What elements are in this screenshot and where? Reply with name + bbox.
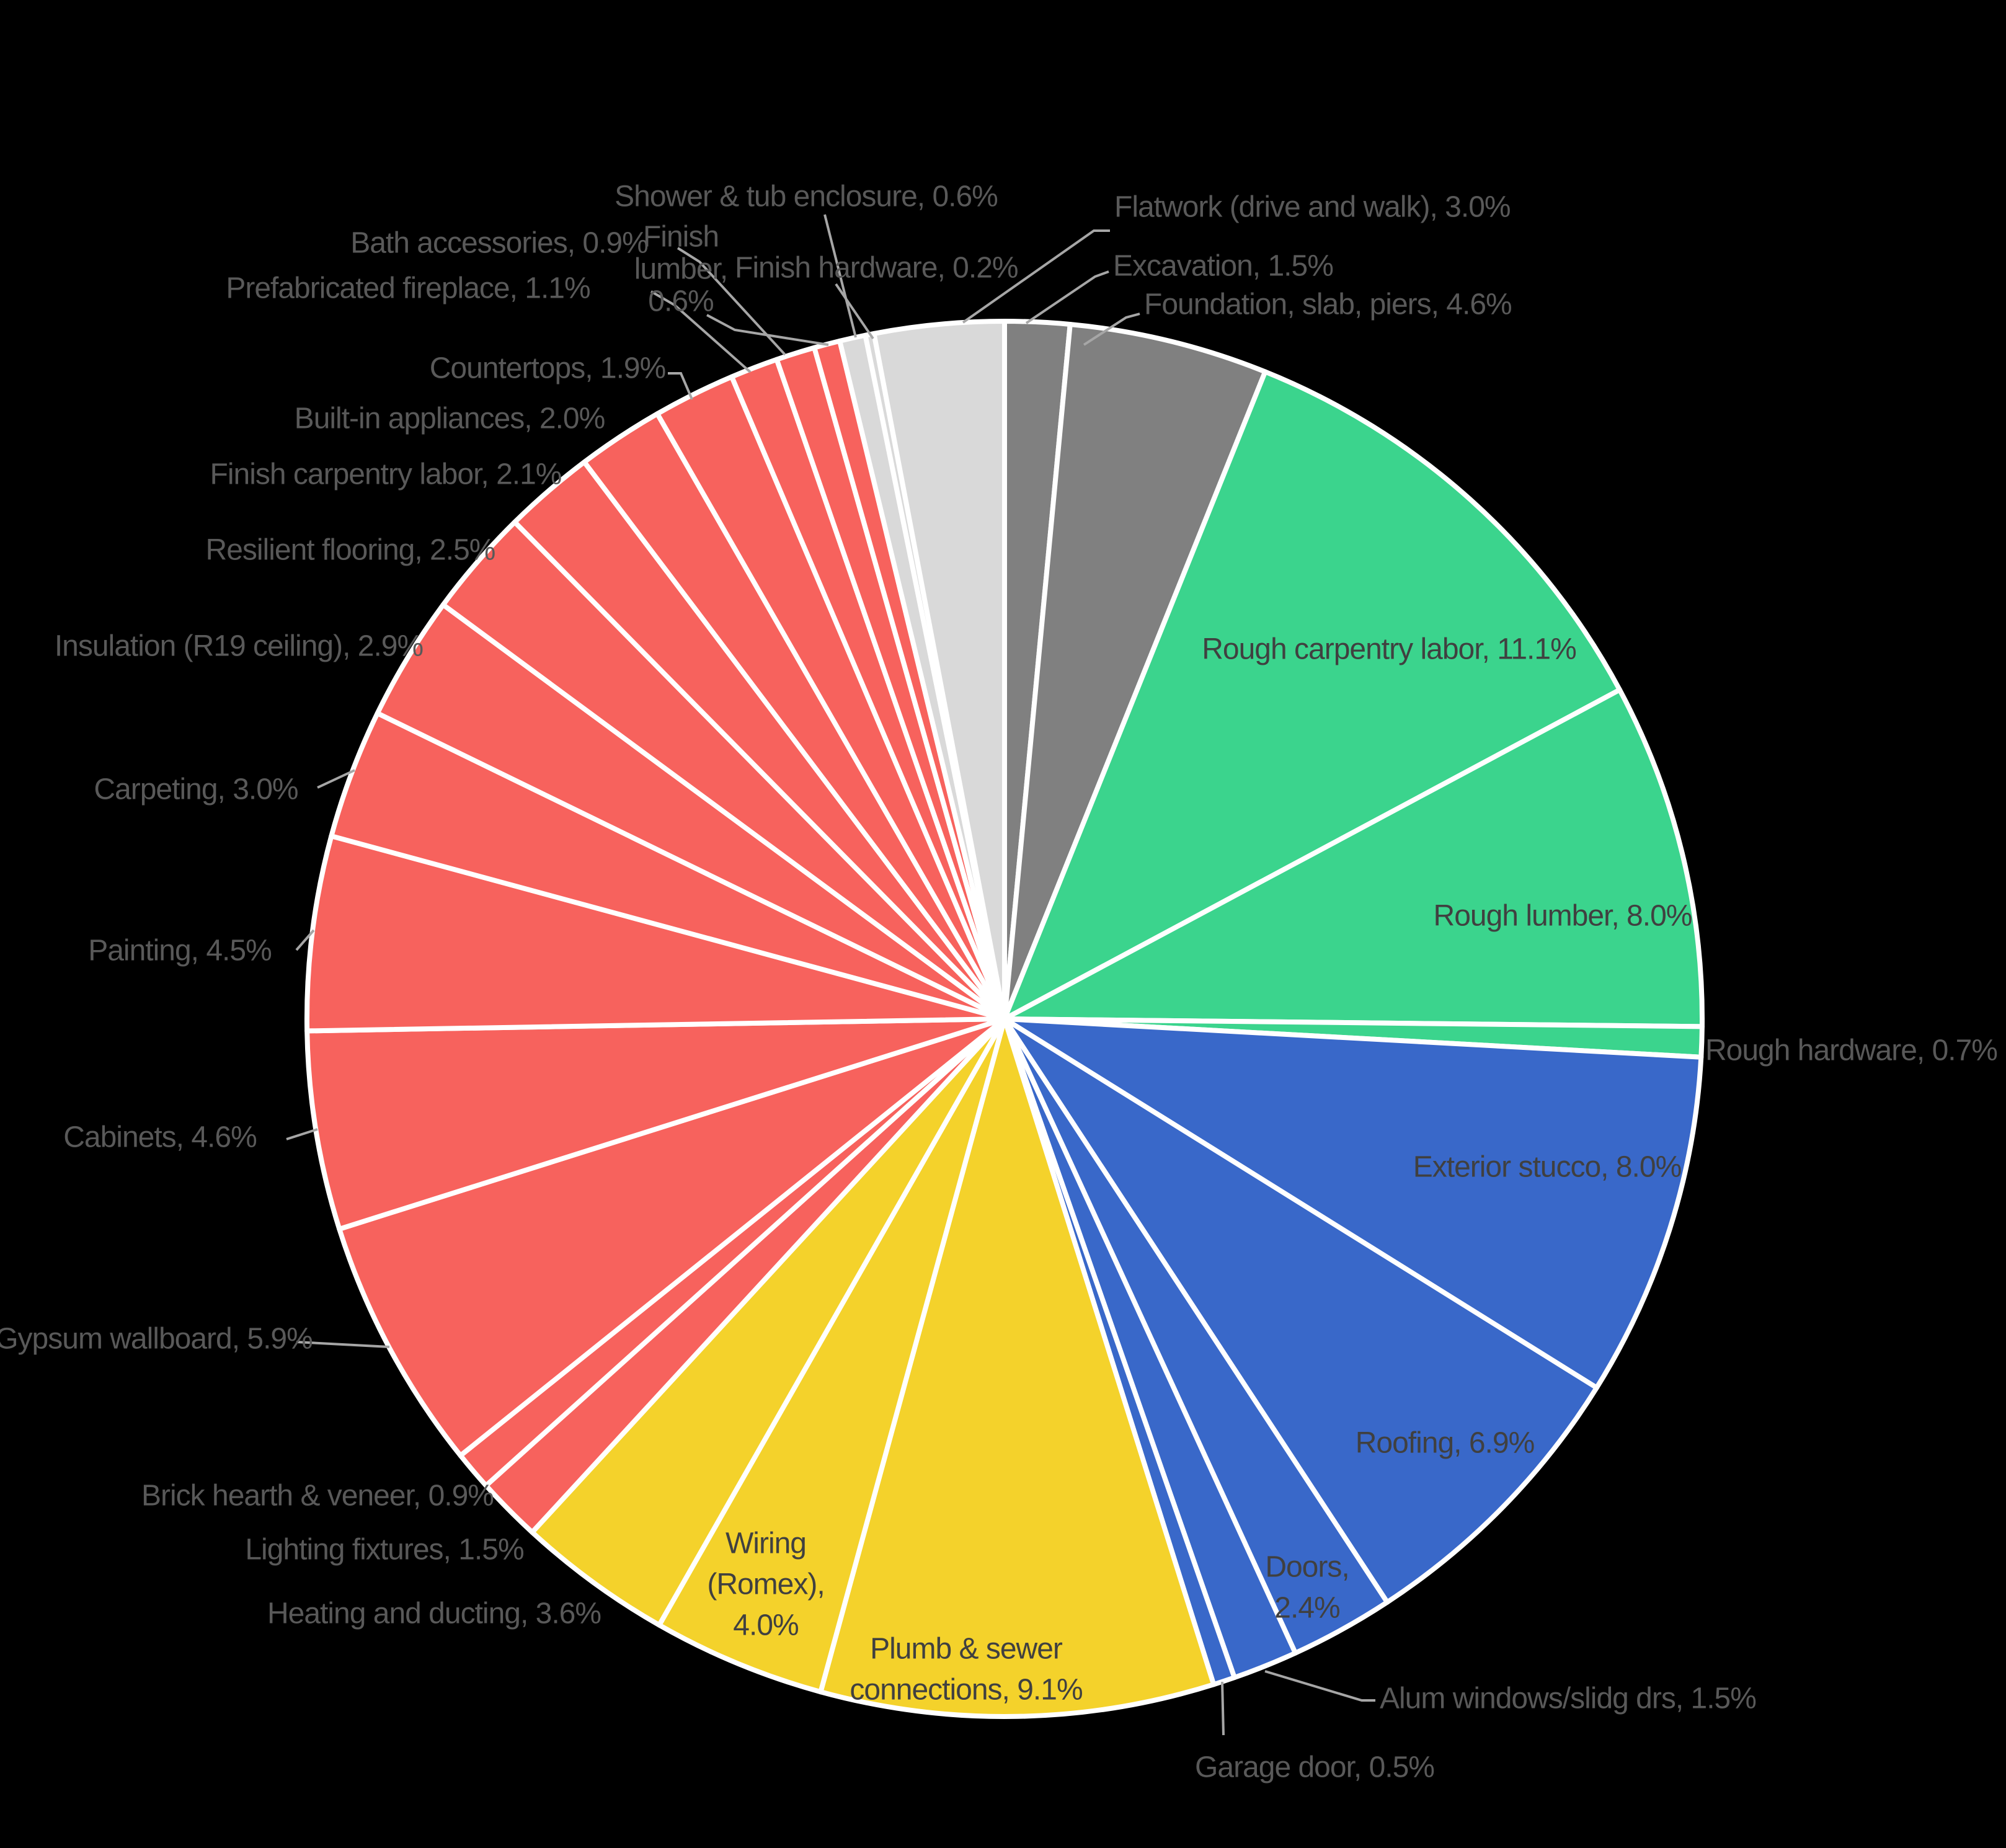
slice-label-rough-lumber: Rough lumber, 8.0% <box>1434 900 1692 933</box>
leader-line-foundation-slab-piers <box>1083 313 1140 346</box>
slice-label-bath-accessories: Bath accessories, 0.9% <box>350 227 648 260</box>
slice-label-wiring-romex-line1: Wiring <box>726 1527 806 1560</box>
slice-label-excavation: Excavation, 1.5% <box>1113 250 1333 283</box>
slice-label-flatwork-drive-and-walk: Flatwork (drive and walk), 3.0% <box>1114 191 1511 224</box>
pie-slices-layer <box>304 319 1705 1719</box>
slice-label-alum-windows-slidg-drs: Alum windows/slidg drs, 1.5% <box>1380 1682 1756 1715</box>
slice-label-lighting-fixtures: Lighting fixtures, 1.5% <box>245 1534 523 1566</box>
slice-label-wiring-romex-line3: 4.0% <box>733 1609 798 1642</box>
leader-line-cabinets <box>286 1128 318 1140</box>
pie-slice-foundation-slab-piers <box>1002 321 1268 1021</box>
pie-slice-wiring-romex <box>657 1016 1007 1695</box>
slice-label-finish-lumber-line1: Finish <box>643 221 719 254</box>
leader-line-gypsum-wallboard <box>296 1341 390 1348</box>
leader-line-excavation <box>1025 270 1109 324</box>
slice-label-rough-hardware: Rough hardware, 0.7% <box>1705 1034 1997 1067</box>
slice-label-doors-line1: Doors, <box>1265 1551 1349 1584</box>
slice-label-plumb-sewer-connections-line2: connections, 9.1% <box>850 1674 1082 1707</box>
slice-label-foundation-slab-piers: Foundation, slab, piers, 4.6% <box>1144 288 1512 321</box>
slice-label-doors-line2: 2.4% <box>1274 1592 1339 1625</box>
pie-slice-cabinets <box>304 1016 1007 1232</box>
pie-slice-roofing <box>1002 1016 1599 1605</box>
slice-label-painting: Painting, 4.5% <box>88 935 272 967</box>
slice-label-finish-lumber-line3: 0.6% <box>648 285 713 318</box>
slice-label-countertops: Countertops, 1.9% <box>430 352 666 385</box>
slice-label-carpeting: Carpeting, 3.0% <box>94 773 298 806</box>
slice-label-brick-hearth-veneer: Brick hearth & veneer, 0.9% <box>141 1480 494 1513</box>
pie-slice-plumb-sewer-connections <box>818 1016 1217 1719</box>
slice-label-finish-lumber-line2: lumber, <box>634 253 727 286</box>
leader-line-countertops <box>668 372 693 400</box>
pie-slice-flatwork-drive-and-walk <box>871 319 1007 1021</box>
slice-label-cabinets: Cabinets, 4.6% <box>63 1121 257 1154</box>
leader-line-shower-tub-enclosure <box>823 214 857 338</box>
leader-line-carpeting <box>317 769 355 789</box>
leader-lines-layer <box>286 214 1375 1736</box>
pie-slice-heating-and-ducting <box>530 1016 1007 1628</box>
pie-slice-exterior-stucco <box>1002 1016 1704 1390</box>
pie-slice-rough-carpentry-labor <box>1002 369 1623 1021</box>
leader-line-finish-hardware <box>835 283 874 340</box>
slice-label-rough-carpentry-labor: Rough carpentry labor, 11.1% <box>1202 633 1576 666</box>
slice-label-roofing: Roofing, 6.9% <box>1356 1427 1535 1460</box>
leader-line-painting <box>295 929 315 951</box>
slice-label-exterior-stucco: Exterior stucco, 8.0% <box>1413 1151 1682 1184</box>
leader-line-prefabricated-fireplace <box>650 290 752 373</box>
slice-label-plumb-sewer-connections-line1: Plumb & sewer <box>870 1633 1063 1666</box>
slice-label-heating-and-ducting: Heating and ducting, 3.6% <box>267 1597 601 1630</box>
slice-label-insulation-r19-ceiling: Insulation (R19 ceiling), 2.9% <box>55 630 423 663</box>
slice-label-gypsum-wallboard: Gypsum wallboard, 5.9% <box>0 1323 313 1356</box>
leader-line-bath-accessories <box>677 247 786 356</box>
slice-label-resilient-flooring: Resilient flooring, 2.5% <box>206 534 495 567</box>
slice-label-prefabricated-fireplace: Prefabricated fireplace, 1.1% <box>226 272 590 305</box>
slice-label-garage-door: Garage door, 0.5% <box>1195 1751 1434 1784</box>
pie-slice-gypsum-wallboard <box>337 1016 1007 1459</box>
leader-line-garage-door <box>1221 1681 1225 1736</box>
leader-line-alum-windows-slidg-drs <box>1264 1670 1375 1702</box>
slice-label-finish-hardware: Finish hardware, 0.2% <box>735 252 1018 285</box>
slice-labels-layer: Excavation, 1.5% Foundation, slab, piers,… <box>0 180 1998 1784</box>
leader-line-flatwork-drive-and-walk <box>962 229 1110 324</box>
slice-label-finish-carpentry-labor: Finish carpentry labor, 2.1% <box>210 458 562 491</box>
slice-label-shower-tub-enclosure: Shower & tub enclosure, 0.6% <box>615 180 998 213</box>
slice-label-built-in-appliances: Built-in appliances, 2.0% <box>295 402 605 435</box>
leader-line-finish-lumber <box>706 314 829 346</box>
slice-label-wiring-romex-line2: (Romex), <box>707 1568 824 1601</box>
pie-slice-rough-lumber <box>1002 687 1705 1029</box>
